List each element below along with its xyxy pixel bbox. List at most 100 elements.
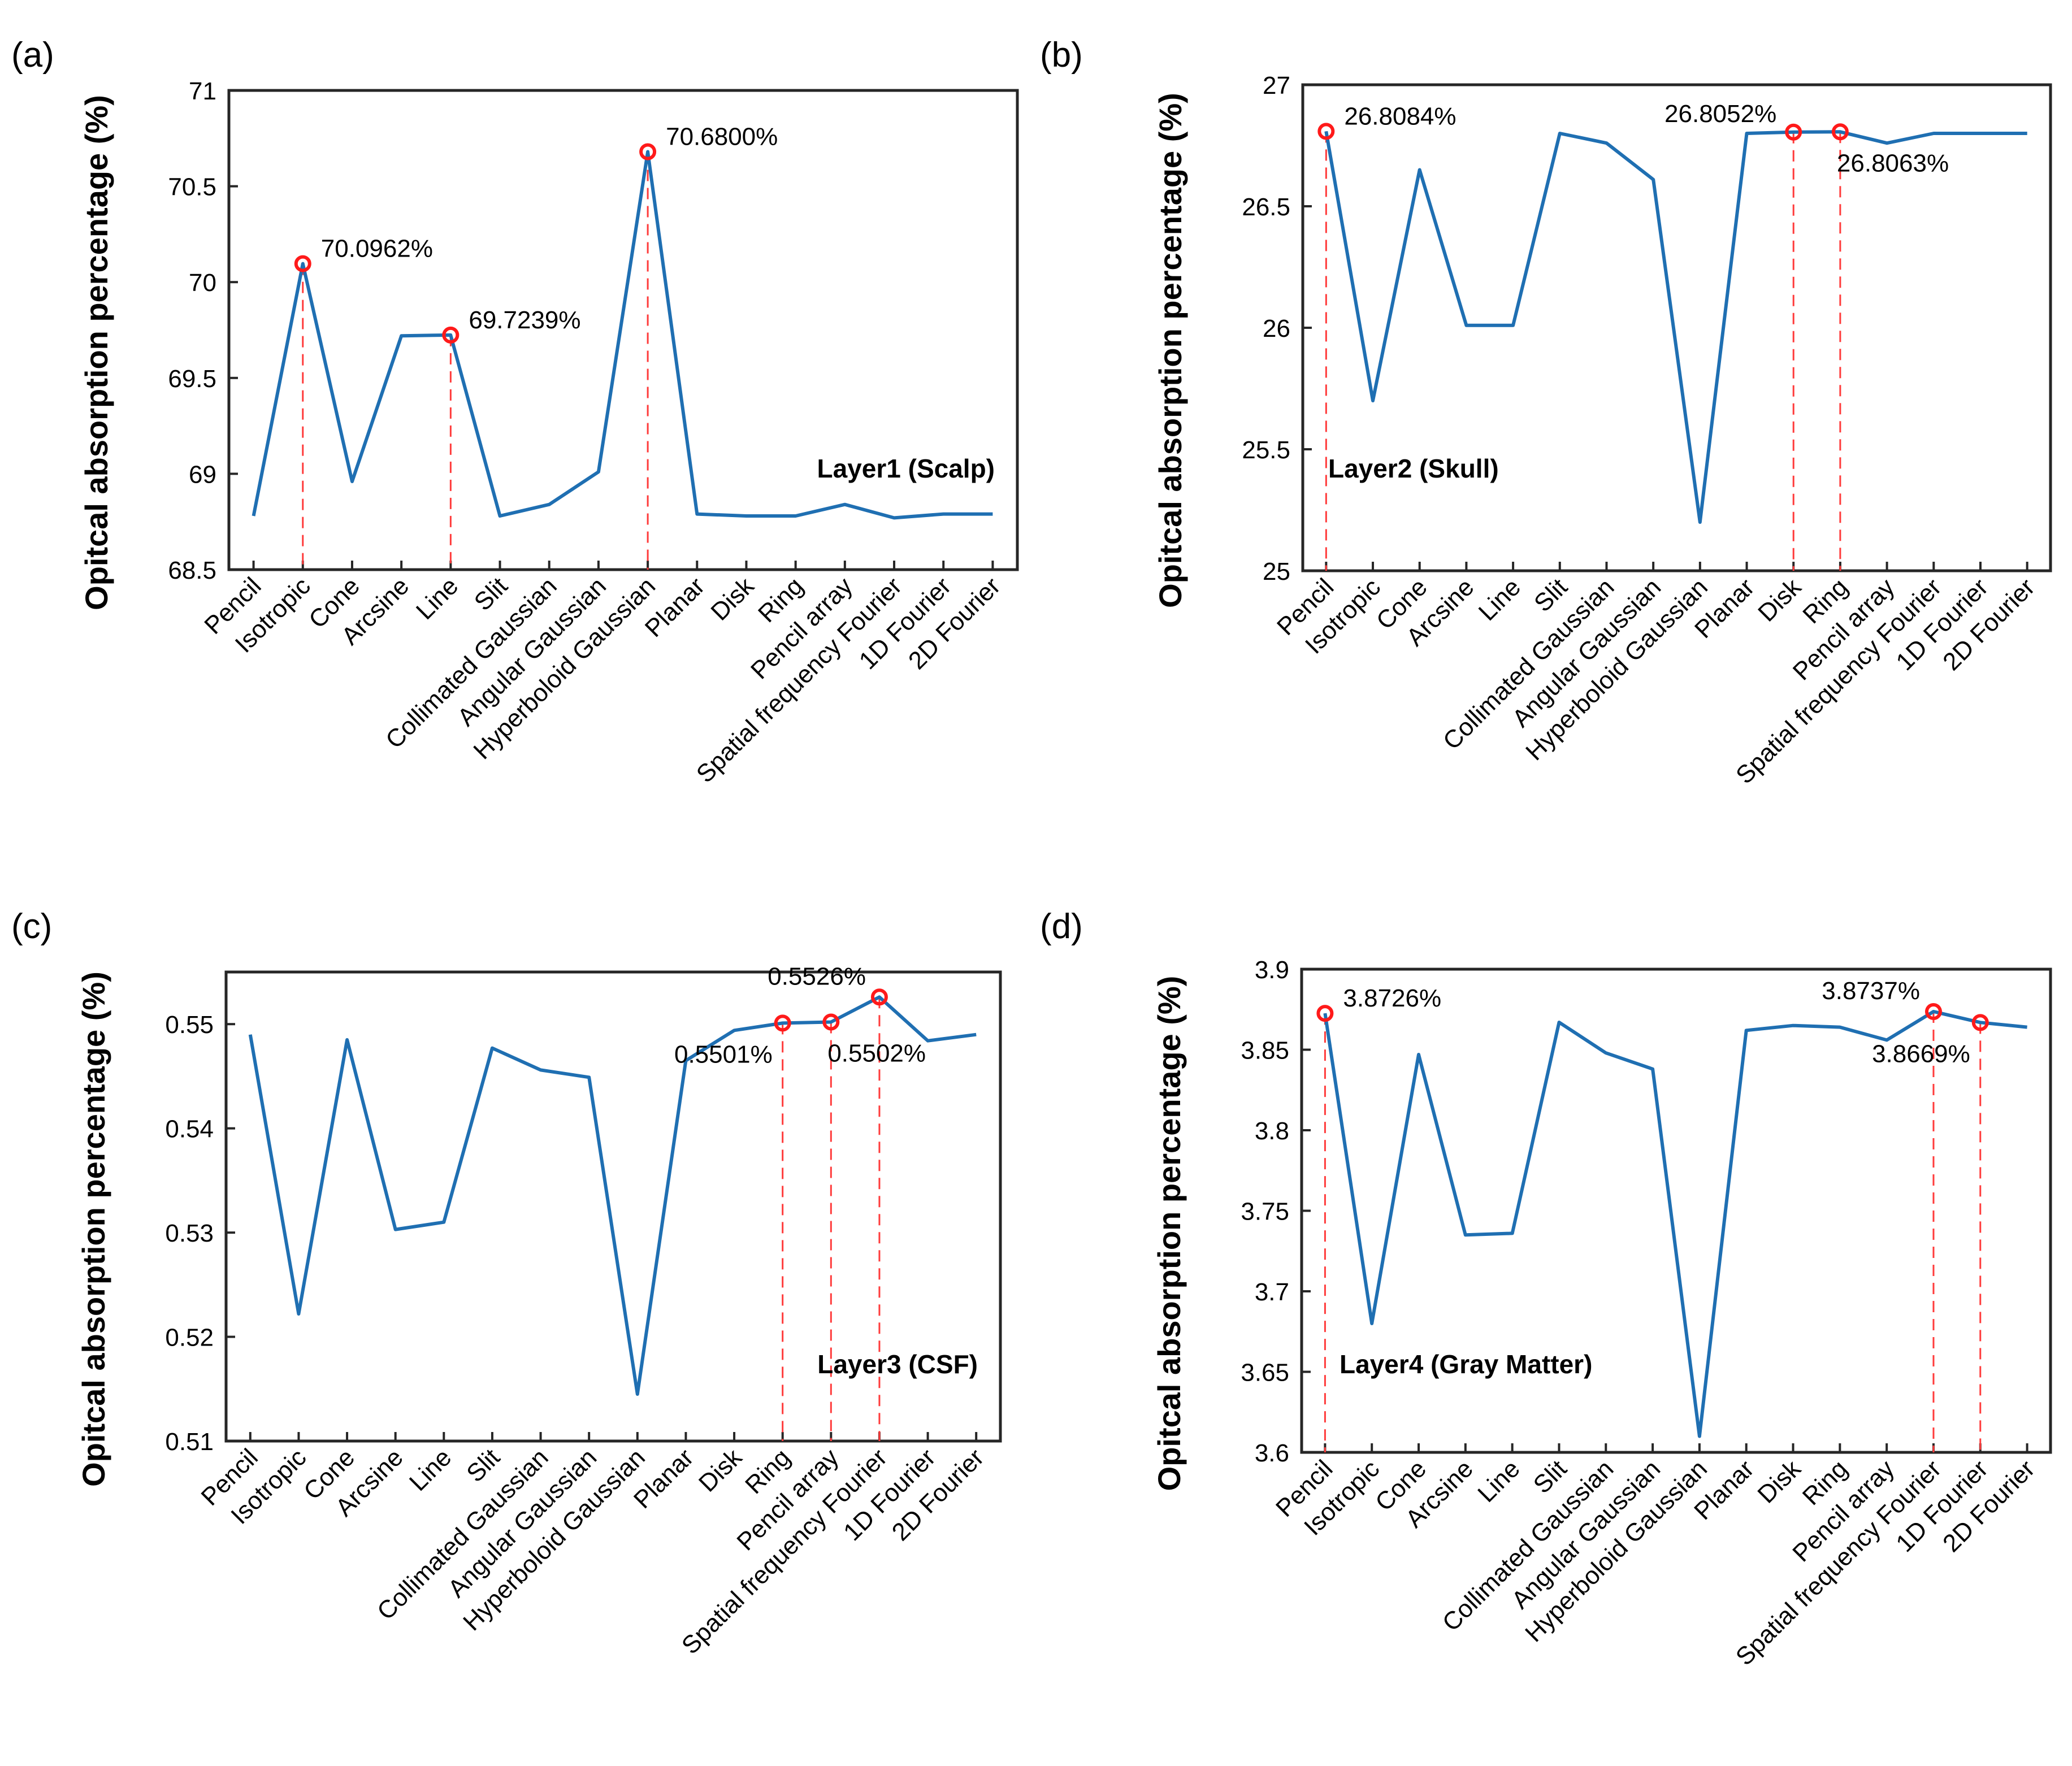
highlight-marker <box>1785 123 1802 141</box>
data-point <box>597 470 600 474</box>
y-tick-label: 0.51 <box>165 1428 214 1456</box>
value-annotation: 3.8669% <box>1872 1040 1970 1068</box>
y-axis-label: Opitcal absorption percentage (%) <box>79 95 114 610</box>
data-point <box>297 1312 300 1316</box>
y-tick-label: 3.85 <box>1241 1037 1289 1065</box>
data-point <box>695 513 699 516</box>
value-annotation: 0.5501% <box>674 1040 773 1068</box>
data-point <box>249 1033 252 1036</box>
data-point <box>587 1075 591 1079</box>
data-point <box>1511 1231 1514 1235</box>
data-point <box>1792 131 1795 134</box>
data-point <box>781 1021 784 1025</box>
data-point <box>449 333 452 337</box>
data-point <box>1838 1026 1841 1029</box>
data-point <box>252 514 255 518</box>
data-point <box>301 262 305 266</box>
data-point <box>1792 1024 1795 1027</box>
highlight-marker <box>639 143 657 160</box>
data-point <box>1651 178 1655 181</box>
data-point <box>1511 324 1515 327</box>
x-tick-label: Disk <box>693 1443 748 1498</box>
data-point <box>1604 1051 1607 1055</box>
data-point <box>878 995 881 999</box>
value-annotation: 26.8063% <box>1837 149 1949 177</box>
highlight-marker <box>1924 1003 1942 1020</box>
value-annotation: 70.6800% <box>666 123 778 151</box>
data-point <box>1885 141 1889 145</box>
highlight-marker <box>870 988 888 1006</box>
chart-panel-2: (b)2525.52626.527PencilIsotropicConeArcs… <box>1040 36 2052 789</box>
data-point <box>1698 520 1702 524</box>
y-tick-label: 0.54 <box>165 1116 214 1143</box>
data-point <box>539 1068 543 1071</box>
value-annotation: 26.8052% <box>1664 100 1776 128</box>
x-tick-label: Disk <box>705 572 760 626</box>
data-point <box>1651 1068 1654 1071</box>
panel-label: (a) <box>11 36 54 75</box>
data-point <box>1979 1021 1982 1024</box>
y-axis-label: Opitcal absorption percentage (%) <box>76 971 111 1487</box>
data-point <box>926 1039 930 1043</box>
data-point <box>400 334 403 337</box>
data-point <box>1323 1012 1327 1015</box>
data-point <box>394 1228 397 1231</box>
value-annotation: 70.0962% <box>321 235 433 263</box>
value-annotation: 0.5502% <box>827 1040 926 1068</box>
data-point <box>942 513 945 516</box>
y-tick-label: 0.52 <box>165 1324 214 1352</box>
data-point <box>442 1221 445 1224</box>
x-tick-label: Disk <box>1753 573 1807 627</box>
data-point <box>794 514 797 518</box>
data-point <box>1745 1029 1748 1032</box>
value-annotation: 3.8726% <box>1343 984 1441 1012</box>
y-tick-label: 68.5 <box>168 557 216 584</box>
highlight-marker <box>1831 123 1849 141</box>
data-point <box>491 1047 494 1050</box>
data-point <box>1324 129 1328 133</box>
y-tick-label: 3.7 <box>1255 1278 1289 1306</box>
axes-box <box>224 970 1002 1443</box>
y-tick-label: 0.55 <box>165 1011 214 1039</box>
data-point <box>1932 132 1935 135</box>
data-point <box>1557 1021 1560 1024</box>
y-tick-label: 3.75 <box>1241 1198 1289 1226</box>
y-tick-label: 0.53 <box>165 1220 214 1247</box>
series-line <box>1324 130 2027 524</box>
y-tick-label: 26 <box>1263 315 1290 342</box>
highlight-marker <box>822 1013 840 1031</box>
y-axis-label: Opitcal absorption percentage (%) <box>1151 976 1187 1491</box>
data-point <box>548 503 551 506</box>
axes-box <box>227 89 1019 571</box>
value-annotation: 3.8737% <box>1822 977 1920 1005</box>
data-point <box>499 514 502 518</box>
data-point <box>843 503 847 506</box>
series-line <box>248 995 977 1396</box>
highlight-marker <box>294 255 311 272</box>
layer-title: Layer1 (Scalp) <box>817 454 995 483</box>
highlight-marker <box>1316 1005 1334 1022</box>
highlight-marker <box>1317 123 1335 140</box>
data-point <box>1839 130 1842 133</box>
data-point <box>1558 132 1562 135</box>
series-line <box>1323 1010 2027 1438</box>
data-point <box>1417 1053 1420 1056</box>
highlight-marker <box>774 1014 791 1032</box>
y-tick-label: 25 <box>1263 558 1290 585</box>
data-point <box>1370 1322 1373 1325</box>
panel-label: (d) <box>1040 907 1083 946</box>
highlight-marker <box>1971 1014 1989 1031</box>
data-point <box>1605 141 1608 145</box>
x-tick-label: Line <box>1472 1455 1525 1507</box>
value-annotation: 0.5526% <box>768 962 866 990</box>
y-tick-label: 70.5 <box>168 173 216 201</box>
data-point <box>1745 132 1749 135</box>
data-point <box>1418 168 1421 172</box>
x-tick-label: Line <box>1473 573 1526 626</box>
chart-panel-3: (c)0.510.520.530.540.55PencilIsotropicCo… <box>11 907 1002 1660</box>
x-tick-label: Disk <box>1752 1455 1806 1509</box>
y-tick-label: 69.5 <box>168 365 216 393</box>
y-tick-label: 3.6 <box>1255 1439 1289 1467</box>
data-point <box>991 513 994 516</box>
